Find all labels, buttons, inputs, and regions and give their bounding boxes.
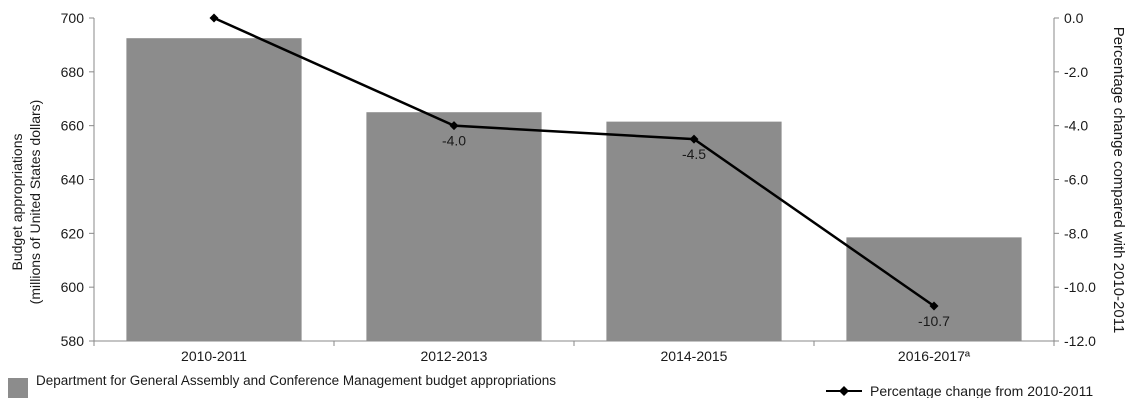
line-series xyxy=(209,13,939,311)
y-tick-label-left: 660 xyxy=(61,118,85,134)
legend-bar-swatch xyxy=(8,378,28,398)
line-point xyxy=(209,13,219,23)
y-axis-title-left: Budget appropriations (millions of United… xyxy=(9,100,43,305)
legend-line-label: Percentage change from 2010-2011 xyxy=(870,383,1093,398)
data-label: -10.7 xyxy=(918,313,950,329)
bar xyxy=(126,38,302,341)
y-tick-label-right: -4.0 xyxy=(1064,118,1088,134)
data-label: -4.0 xyxy=(442,133,466,149)
line-point xyxy=(929,301,939,311)
y-tick-label-left: 600 xyxy=(61,279,85,295)
tick-labels: 580 600 620 640 660 680 700 0.0 -2.0 -4.0 -6.0 -8.0… xyxy=(61,10,1096,364)
y-tick-label-left: 700 xyxy=(61,10,85,26)
line-point xyxy=(689,134,699,144)
y-tick-label-left: 580 xyxy=(61,333,85,349)
bar-series xyxy=(126,38,1022,341)
legend-bar-label: Department for General Assembly and Conf… xyxy=(36,373,556,388)
y-tick-label-right: -2.0 xyxy=(1064,64,1088,80)
x-tick-label: 2016-2017ª xyxy=(898,348,971,364)
x-tick-label: 2014-2015 xyxy=(661,348,728,364)
legend-line-marker xyxy=(839,386,849,396)
data-labels: -4.0 -4.5 -10.7 xyxy=(442,133,950,329)
line-point xyxy=(449,121,459,131)
bar xyxy=(606,121,782,341)
line-path xyxy=(213,16,935,308)
y-tick-label-left: 620 xyxy=(61,225,85,241)
y-axis-label-left: Budget appropriations (millions of United… xyxy=(9,100,43,305)
y-tick-label-right: -6.0 xyxy=(1064,172,1088,188)
x-tick-label: 2010-2011 xyxy=(181,348,247,364)
y-tick-label-right: -10.0 xyxy=(1064,279,1096,295)
x-tick-label: 2012-2013 xyxy=(421,348,488,364)
y-axis-label-line: (millions of United States dollars) xyxy=(27,100,43,305)
y-axis-title-right: Percentage change compared with 2010-201… xyxy=(1110,27,1127,334)
legend: Department for General Assembly and Conf… xyxy=(8,373,1093,398)
y-tick-label-right: 0.0 xyxy=(1064,10,1084,26)
y-tick-label-left: 640 xyxy=(61,172,85,188)
y-axis-label-right: Percentage change compared with 2010-201… xyxy=(1110,27,1127,334)
y-tick-label-right: -8.0 xyxy=(1064,225,1088,241)
y-axis-label-line: Budget appropriations xyxy=(9,134,25,271)
bar xyxy=(366,112,542,341)
y-tick-label-right: -12.0 xyxy=(1064,333,1096,349)
data-label: -4.5 xyxy=(682,146,706,162)
bar xyxy=(846,237,1022,341)
y-tick-label-left: 680 xyxy=(61,64,85,80)
